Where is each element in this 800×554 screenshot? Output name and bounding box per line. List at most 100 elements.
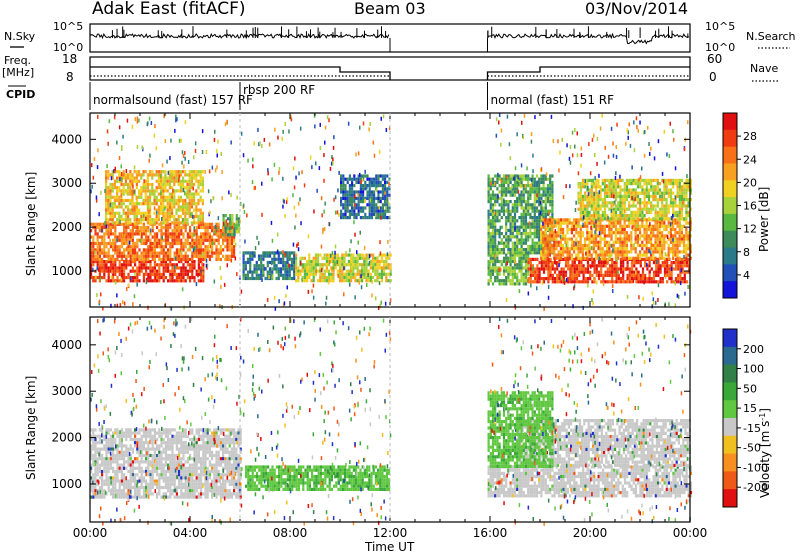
power-cell — [101, 263, 104, 267]
power-cell — [116, 248, 119, 252]
power-cell — [162, 245, 165, 249]
power-cell — [661, 217, 664, 221]
power-cell — [230, 241, 233, 246]
power-cell — [171, 186, 174, 190]
power-cell — [658, 210, 662, 214]
power-cell — [179, 205, 182, 209]
power-speckle — [666, 152, 668, 157]
power-cell — [676, 217, 679, 221]
power-cell — [134, 257, 137, 262]
power-cell — [135, 208, 138, 212]
power-cell — [509, 190, 512, 194]
power-cell — [680, 204, 684, 208]
power-cell — [113, 182, 116, 187]
power-speckle — [545, 172, 548, 177]
power-cell — [595, 237, 598, 241]
power-cell — [387, 279, 390, 283]
power-cell — [548, 243, 551, 248]
power-cell — [342, 190, 345, 194]
power-cell — [317, 263, 320, 267]
power-cell — [233, 223, 236, 227]
power-cell — [672, 185, 675, 189]
power-cell — [575, 264, 579, 268]
power-cell — [299, 272, 302, 276]
power-cell — [202, 254, 205, 258]
power-cell — [540, 200, 543, 204]
power-cell — [575, 253, 578, 257]
power-cell — [135, 214, 138, 219]
power-cell — [384, 216, 387, 220]
power-cell — [647, 234, 650, 238]
power-cell — [353, 184, 356, 188]
power-cell — [562, 234, 565, 238]
power-cell — [623, 188, 626, 192]
power-cell — [370, 190, 373, 194]
power-cell — [538, 267, 541, 271]
power-cell — [357, 196, 360, 200]
power-cell — [680, 191, 684, 195]
power-cell — [577, 198, 580, 202]
power-cell — [136, 225, 139, 230]
power-cell — [260, 267, 263, 271]
power-cell — [509, 248, 512, 252]
power-cell — [586, 194, 589, 198]
power-cell — [242, 273, 245, 277]
power-cell — [548, 221, 551, 225]
power-cell — [667, 194, 670, 198]
power-cell — [632, 210, 635, 214]
power-cell — [667, 210, 670, 214]
power-cell — [145, 266, 148, 270]
power-cell — [193, 214, 196, 219]
power-cell — [169, 235, 172, 239]
power-cell — [105, 245, 108, 249]
power-cell — [164, 266, 167, 270]
power-cell — [625, 185, 629, 189]
power-cell — [347, 253, 350, 257]
power-speckle — [292, 166, 295, 171]
power-cell — [606, 273, 609, 277]
power-cell — [516, 228, 519, 232]
power-cell — [568, 247, 571, 251]
power-cell — [547, 277, 550, 281]
power-cell — [107, 202, 110, 206]
power-cell — [588, 243, 591, 248]
power-cell — [522, 187, 525, 191]
power-cell — [90, 254, 93, 258]
power-cell — [663, 234, 666, 238]
power-cell — [201, 221, 204, 225]
power-cell — [562, 218, 565, 222]
power-cell — [546, 196, 550, 200]
power-speckle — [281, 136, 283, 141]
power-cell — [151, 241, 154, 246]
power-cell — [533, 251, 536, 255]
power-cell — [297, 272, 300, 276]
power-cell — [90, 245, 93, 249]
power-cell — [184, 218, 187, 222]
power-cell — [603, 214, 607, 218]
power-cell — [612, 231, 615, 235]
power-cell — [643, 250, 646, 254]
power-cell — [341, 272, 344, 276]
power-cell — [229, 226, 232, 230]
power-cell — [654, 191, 657, 195]
power-cell — [351, 190, 354, 194]
power-cell — [520, 200, 523, 204]
power-cell — [643, 182, 646, 186]
power-cell — [375, 209, 378, 213]
power-cell — [586, 231, 589, 235]
power-cell — [342, 174, 345, 178]
power-cell — [169, 260, 172, 264]
power-cell — [665, 188, 668, 192]
power-cell — [120, 266, 123, 270]
power-cell — [507, 209, 510, 213]
power-cell — [612, 207, 615, 211]
power-cell — [549, 174, 552, 178]
power-cell — [301, 275, 304, 280]
power-cell — [590, 194, 593, 198]
power-cell — [654, 204, 657, 208]
power-cell — [145, 241, 148, 246]
power-cell — [109, 241, 112, 246]
power-cell — [184, 225, 187, 230]
power-cell — [246, 270, 250, 274]
power-cell — [524, 212, 528, 216]
